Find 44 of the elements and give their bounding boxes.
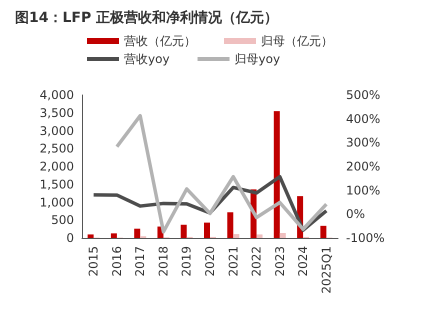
x-tick-label: 2025Q1 xyxy=(319,246,334,294)
bar xyxy=(110,233,117,238)
bar xyxy=(320,226,326,238)
y2-tick-label: -100% xyxy=(346,231,385,245)
x-tick-label: 2024 xyxy=(296,246,310,277)
legend-label: 归母yoy xyxy=(234,52,280,66)
y2-tick-label: 0% xyxy=(346,207,366,222)
y-tick-label: 500 xyxy=(51,213,74,228)
x-tick-label: 2022 xyxy=(250,246,264,277)
x-tick-label: 2015 xyxy=(86,246,101,277)
x-tick-label: 2021 xyxy=(226,246,240,277)
bar xyxy=(227,212,234,238)
y2-tick-label: 500% xyxy=(346,88,380,102)
x-tick-label: 2019 xyxy=(180,246,194,277)
y-tick-label: 2,000 xyxy=(40,160,74,174)
bar xyxy=(180,224,187,238)
bar xyxy=(233,234,240,238)
y-tick-label: 2,500 xyxy=(40,142,74,156)
legend-label: 营收yoy xyxy=(124,52,170,66)
line-series xyxy=(115,114,328,234)
x-tick-label: 2016 xyxy=(110,246,124,277)
y2-tick-label: 400% xyxy=(346,112,380,126)
y2-tick-label: 100% xyxy=(346,183,380,198)
x-tick-label: 2020 xyxy=(203,246,217,277)
y2-tick-label: 300% xyxy=(346,136,380,150)
y-tick-label: 3,000 xyxy=(40,124,74,138)
y-tick-label: 0 xyxy=(66,231,74,245)
y-tick-label: 3,500 xyxy=(40,106,74,120)
x-tick-label: 2018 xyxy=(156,246,170,277)
y-tick-label: 1,000 xyxy=(40,195,74,210)
y-tick-label: 4,000 xyxy=(40,88,74,102)
x-tick-label: 2017 xyxy=(133,246,148,277)
y-tick-label: 1,500 xyxy=(40,177,74,192)
y2-tick-label: 200% xyxy=(346,160,380,174)
bar xyxy=(134,228,140,238)
chart-title: 图14：LFP 正极营收和净利情况（亿元） xyxy=(15,10,278,26)
legend-label: 归母（亿元） xyxy=(261,34,333,48)
bar xyxy=(274,111,280,238)
bar xyxy=(280,232,286,238)
bar xyxy=(88,234,94,238)
x-tick-label: 2023 xyxy=(272,246,287,277)
bar xyxy=(204,222,210,238)
bar xyxy=(256,234,263,238)
legend-label: 营收（亿元） xyxy=(124,34,196,48)
